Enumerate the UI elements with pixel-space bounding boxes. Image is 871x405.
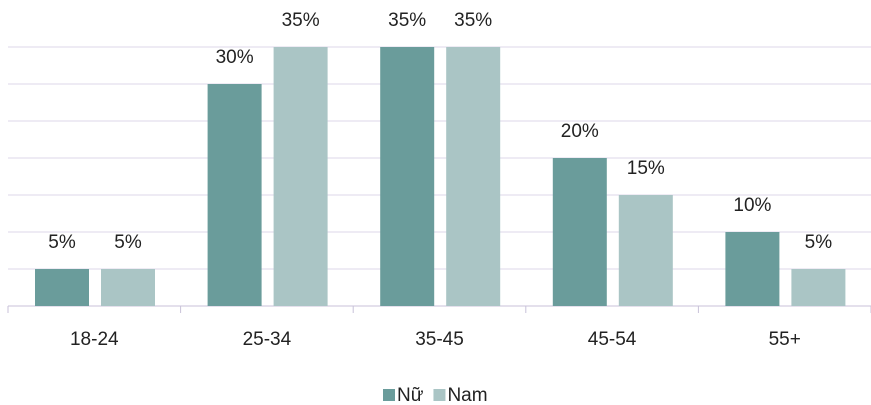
x-tick-label: 45-54: [588, 329, 637, 350]
data-label: 5%: [805, 232, 833, 253]
data-label: 30%: [216, 47, 254, 68]
data-label: 20%: [561, 121, 599, 142]
x-tick-label: 25-34: [243, 329, 292, 350]
bar: [380, 47, 435, 306]
bar: [101, 269, 155, 306]
legend-label: Nam: [447, 385, 487, 405]
x-tick-label: 55+: [769, 329, 801, 350]
legend-label: Nữ: [397, 385, 424, 405]
data-label: 5%: [114, 232, 142, 253]
bar: [552, 158, 607, 306]
bar: [446, 47, 501, 306]
bar: [207, 84, 262, 306]
bar: [35, 269, 89, 306]
x-tick-label: 35-45: [415, 329, 464, 350]
data-label: 15%: [627, 158, 665, 179]
bar: [618, 195, 673, 306]
x-tick-label: 18-24: [70, 329, 119, 350]
data-label: 5%: [48, 232, 76, 253]
bar: [725, 232, 780, 306]
data-label: 35%: [388, 10, 426, 31]
data-label: 10%: [733, 195, 771, 216]
legend-swatch: [383, 389, 395, 401]
data-label: 35%: [454, 10, 492, 31]
bar: [273, 47, 328, 306]
legend-swatch: [433, 389, 446, 401]
data-label: 35%: [282, 10, 320, 31]
bar: [791, 269, 846, 306]
